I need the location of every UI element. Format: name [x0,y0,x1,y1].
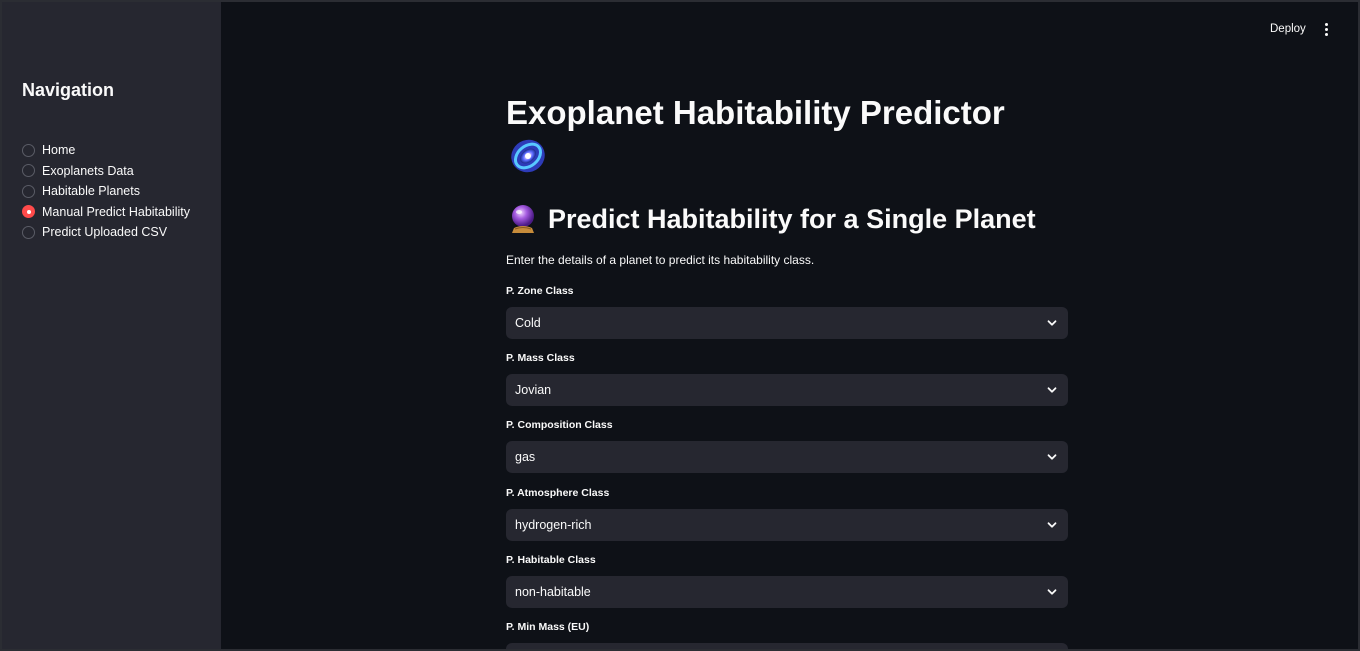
field-label: P. Zone Class [506,285,574,297]
sidebar-title: Navigation [22,80,115,100]
galaxy-icon [511,139,545,173]
radio-button-icon[interactable] [22,225,35,239]
page-title: Exoplanet Habitability Predictor [506,94,1005,131]
field-label: P. Atmosphere Class [506,487,610,499]
sidebar: Navigation Home Exoplanets Data Habitabl… [2,2,221,649]
min-mass-input[interactable] [506,643,1068,651]
crystal-ball-icon [512,205,534,233]
radio-button-icon[interactable] [22,143,35,157]
sidebar-item-label: Predict Uploaded CSV [42,225,168,240]
field-label: P. Mass Class [506,352,575,364]
section-heading: Predict Habitability for a Single Planet [506,202,1036,236]
composition-class-field: P. Composition Class gas [506,419,1068,473]
habitable-class-select[interactable]: non-habitable [506,576,1068,608]
field-label: P. Min Mass (EU) [506,621,590,633]
mass-class-field: P. Mass Class Jovian [506,352,1068,406]
vertical-dots-icon[interactable] [1317,18,1335,40]
radio-button-selected-icon[interactable] [22,205,35,219]
sidebar-item-label: Habitable Planets [42,184,140,199]
deploy-button[interactable]: Deploy [1270,23,1306,35]
navigation-radio-group: Home Exoplanets Data Habitable Planets M… [22,140,190,243]
composition-class-select[interactable]: gas [506,441,1068,473]
chevron-down-icon [1047,387,1057,393]
zone-class-select[interactable]: Cold [506,307,1068,339]
mass-class-select[interactable]: Jovian [506,374,1068,406]
chevron-down-icon [1047,589,1057,595]
sidebar-item-label: Home [42,143,76,158]
sidebar-item-label: Manual Predict Habitability [42,204,190,219]
select-value: Cold [515,316,541,330]
habitable-class-field: P. Habitable Class non-habitable [506,554,1068,608]
atmosphere-class-field: P. Atmosphere Class hydrogen-rich [506,487,1068,541]
intro-text: Enter the details of a planet to predict… [506,253,815,267]
sidebar-item-habitable-planets[interactable]: Habitable Planets [22,181,190,202]
chevron-down-icon [1047,320,1057,326]
atmosphere-class-select[interactable]: hydrogen-rich [506,509,1068,541]
zone-class-field: P. Zone Class Cold [506,285,1068,339]
sidebar-item-exoplanets-data[interactable]: Exoplanets Data [22,161,190,182]
select-value: Jovian [515,383,552,397]
chevron-down-icon [1047,454,1057,460]
sidebar-item-manual-predict-habitability[interactable]: Manual Predict Habitability [22,202,190,223]
sidebar-item-label: Exoplanets Data [42,163,134,178]
chevron-down-icon [1047,522,1057,528]
sidebar-item-predict-uploaded-csv[interactable]: Predict Uploaded CSV [22,222,190,243]
field-label: P. Habitable Class [506,554,596,566]
min-mass-field: P. Min Mass (EU) [506,621,1068,651]
field-label: P. Composition Class [506,419,613,431]
radio-button-icon[interactable] [22,164,35,178]
select-value: hydrogen-rich [515,518,592,532]
section-heading-text: Predict Habitability for a Single Planet [548,203,1036,234]
select-value: non-habitable [515,585,591,599]
sidebar-item-home[interactable]: Home [22,140,190,161]
radio-button-icon[interactable] [22,184,35,198]
select-value: gas [515,450,536,464]
